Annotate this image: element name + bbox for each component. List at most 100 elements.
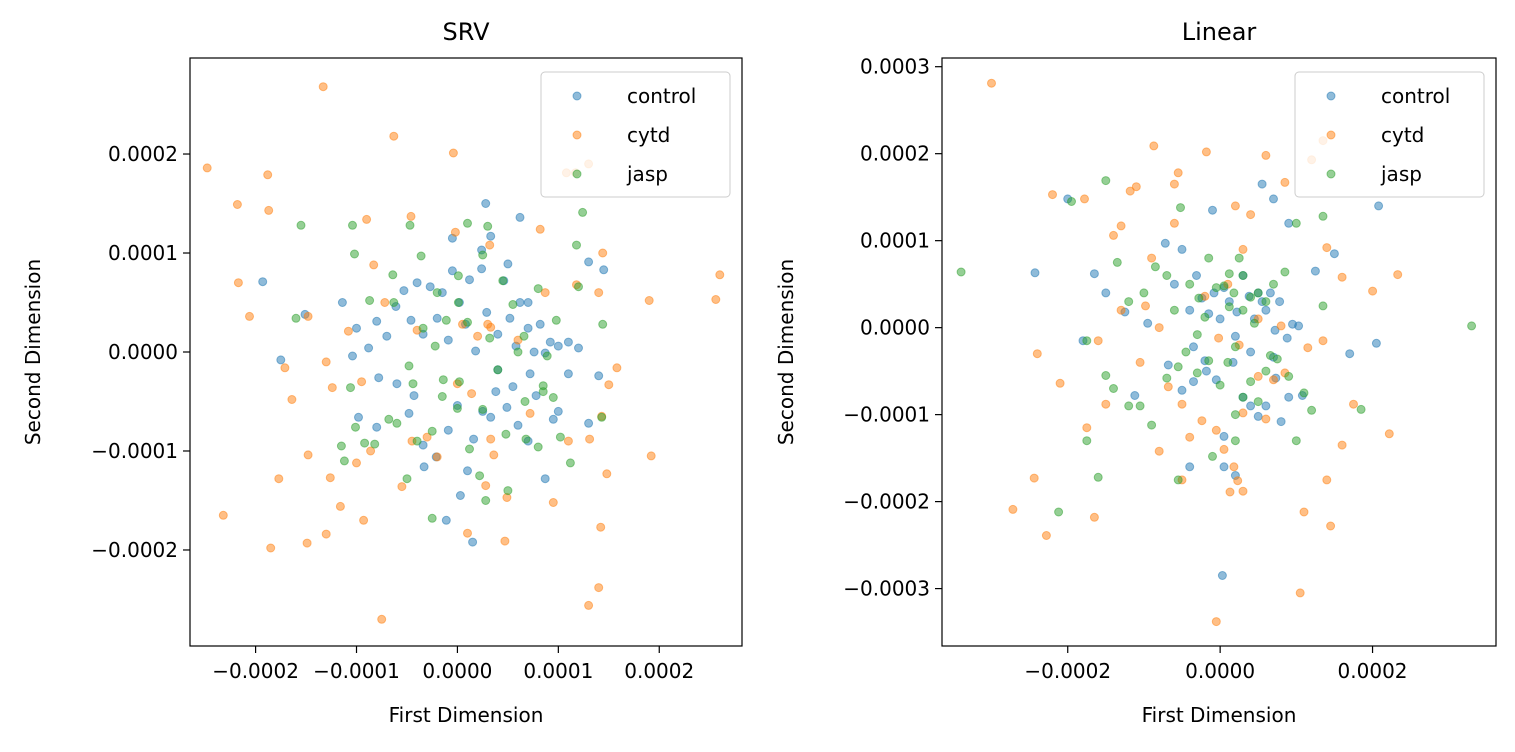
linear-legend-label-jasp: jasp — [1380, 162, 1422, 186]
linear-point-cytd — [987, 78, 996, 88]
linear-legend-marker-cytd — [1326, 130, 1336, 140]
srv-point-jasp — [412, 436, 422, 446]
linear-point-cytd — [1280, 177, 1290, 187]
linear-point-control — [1163, 360, 1173, 370]
srv-point-jasp — [438, 375, 448, 385]
srv-point-control — [525, 369, 535, 379]
srv-point-cytd — [218, 510, 228, 520]
srv-point-control — [505, 313, 515, 323]
linear-point-jasp — [1176, 203, 1185, 213]
linear-point-cytd — [1384, 429, 1394, 439]
srv-point-cytd — [380, 298, 390, 307]
linear-x-tick-label: −0.0002 — [1024, 659, 1111, 683]
linear-plot-frame — [941, 57, 1497, 647]
linear-point-jasp — [1192, 368, 1202, 378]
linear-point-jasp — [1204, 253, 1214, 263]
linear-point-cytd — [1225, 487, 1235, 497]
linear-legend-label-control: control — [1381, 84, 1450, 108]
linear-point-jasp — [1215, 380, 1225, 390]
srv-point-jasp — [408, 379, 418, 389]
linear-point-control — [1371, 338, 1381, 348]
srv-point-cytd — [563, 436, 573, 446]
srv-title: SRV — [442, 18, 490, 46]
srv-point-cytd — [602, 469, 612, 479]
srv-point-cytd — [500, 536, 510, 546]
srv-point-cytd — [489, 450, 499, 460]
linear-point-cytd — [1185, 432, 1195, 442]
linear-point-jasp — [1269, 279, 1278, 289]
linear-point-control — [1219, 462, 1229, 472]
linear-point-cytd — [1318, 336, 1328, 346]
linear-point-jasp — [1280, 267, 1290, 277]
srv-point-cytd — [422, 432, 432, 442]
srv-point-control — [364, 343, 374, 353]
srv-point-cytd — [535, 224, 545, 234]
srv-x-tick-label: 0.0001 — [523, 659, 593, 683]
srv-point-control — [584, 418, 594, 428]
srv-point-jasp — [483, 221, 493, 231]
linear-point-cytd — [1116, 305, 1126, 315]
linear-point-control — [1219, 431, 1229, 441]
srv-point-control — [406, 315, 416, 325]
linear-point-jasp — [1238, 271, 1248, 280]
srv-point-control — [469, 434, 479, 444]
srv-point-cytd — [202, 163, 212, 173]
linear-point-jasp — [1223, 357, 1233, 367]
linear-point-control — [1329, 249, 1339, 259]
linear-point-control — [1275, 297, 1285, 307]
srv-y-ticks: −0.0002 −0.0001 0.0000 0.0001 0.0002 — [91, 142, 190, 562]
linear-point-jasp — [1112, 257, 1122, 267]
srv-point-jasp — [404, 361, 414, 371]
linear-point-cytd — [1246, 210, 1256, 220]
srv-point-control — [545, 337, 555, 347]
linear-point-cytd — [1169, 218, 1179, 228]
srv-point-control — [372, 422, 382, 432]
linear-point-cytd — [1093, 336, 1103, 346]
linear-point-cytd — [1125, 186, 1135, 196]
srv-y-tick-label: 0.0002 — [108, 142, 178, 166]
linear-point-jasp — [1173, 362, 1183, 372]
linear-point-jasp — [1299, 388, 1309, 398]
linear-point-control — [1345, 349, 1355, 359]
srv-y-axis-label: Second Dimension — [21, 259, 45, 445]
srv-point-jasp — [351, 422, 360, 432]
srv-point-control — [258, 277, 268, 287]
linear-y-tick-label: −0.0001 — [843, 403, 930, 427]
linear-point-control — [1284, 218, 1294, 228]
srv-point-control — [337, 298, 347, 307]
srv-point-control — [463, 466, 472, 476]
linear-point-cytd — [1131, 182, 1141, 192]
srv-point-jasp — [478, 250, 488, 260]
linear-point-jasp — [1291, 436, 1301, 446]
srv-plot-frame — [189, 57, 743, 647]
srv-point-cytd — [389, 131, 399, 141]
linear-point-cytd — [1082, 423, 1092, 433]
linear-panel: Linear −0.0002 0.0000 0.0002 −0.0003−0.000… — [774, 18, 1497, 727]
srv-legend-marker-control — [572, 91, 582, 101]
srv-point-control — [382, 331, 392, 341]
srv-point-jasp — [463, 317, 472, 327]
srv-point-cytd — [715, 270, 725, 280]
linear-x-tick-label: 0.0002 — [1338, 659, 1408, 683]
linear-point-jasp — [1067, 197, 1076, 206]
srv-point-jasp — [578, 207, 588, 217]
linear-point-control — [1089, 269, 1099, 279]
linear-point-cytd — [1008, 504, 1018, 514]
srv-point-cytd — [432, 452, 442, 462]
linear-point-cytd — [1229, 462, 1239, 472]
linear-x-ticks: −0.0002 0.0000 0.0002 — [1024, 646, 1408, 683]
linear-point-cytd — [1080, 194, 1089, 204]
srv-point-control — [471, 346, 481, 356]
linear-point-cytd — [1197, 416, 1207, 426]
srv-point-jasp — [565, 458, 575, 468]
linear-title: Linear — [1182, 18, 1257, 46]
srv-point-jasp — [291, 313, 301, 323]
srv-y-tick-label: −0.0001 — [91, 439, 178, 463]
linear-point-control — [1374, 201, 1384, 211]
linear-legend-box — [1294, 71, 1485, 198]
srv-point-control — [441, 515, 451, 525]
srv-point-control — [523, 298, 533, 307]
linear-point-cytd — [1219, 444, 1229, 454]
srv-legend-box — [540, 71, 731, 198]
srv-point-cytd — [303, 450, 313, 460]
